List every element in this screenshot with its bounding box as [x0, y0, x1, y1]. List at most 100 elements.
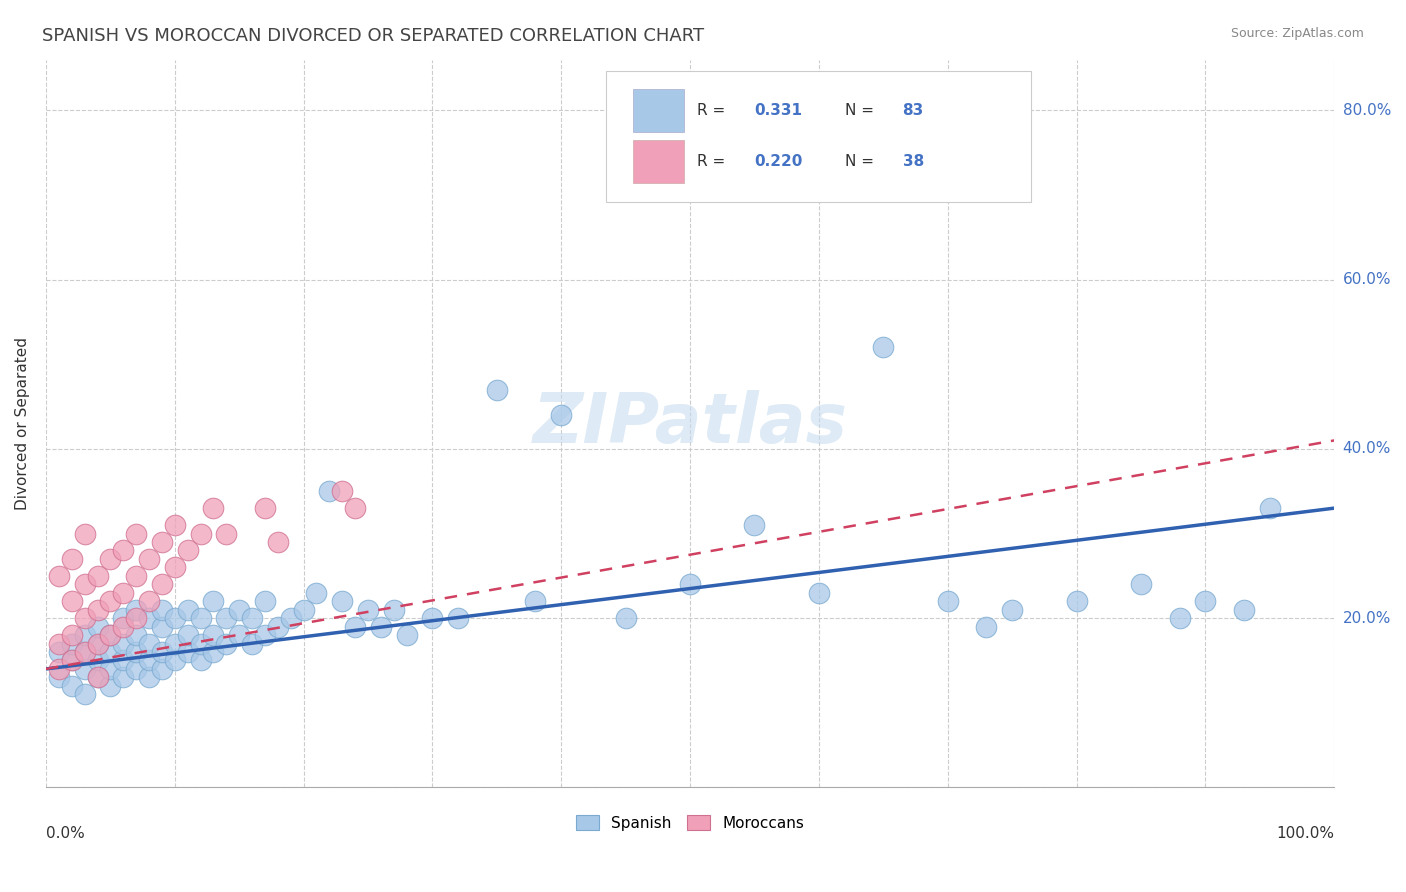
- Point: [73, 628, 96, 642]
- Text: 0.0%: 0.0%: [46, 826, 84, 841]
- Point: [60, 679, 83, 693]
- Point: [150, 577, 173, 591]
- Point: [163, 518, 186, 533]
- Point: [138, 594, 160, 608]
- Point: [330, 594, 353, 608]
- Point: [422, 611, 444, 625]
- Point: [150, 603, 173, 617]
- Point: [344, 620, 367, 634]
- Point: [176, 645, 198, 659]
- Point: [550, 408, 572, 422]
- Text: 20.0%: 20.0%: [1343, 611, 1391, 625]
- Point: [86, 569, 108, 583]
- Point: [344, 501, 367, 516]
- Point: [100, 628, 122, 642]
- Point: [100, 552, 122, 566]
- Point: [60, 653, 83, 667]
- Point: [60, 552, 83, 566]
- Point: [150, 620, 173, 634]
- Point: [60, 636, 83, 650]
- Point: [138, 552, 160, 566]
- Point: [253, 628, 276, 642]
- Text: 100.0%: 100.0%: [1277, 826, 1334, 841]
- Point: [112, 620, 135, 634]
- Point: [86, 653, 108, 667]
- Text: 60.0%: 60.0%: [1343, 272, 1391, 287]
- Y-axis label: Divorced or Separated: Divorced or Separated: [15, 337, 30, 510]
- Point: [524, 594, 547, 608]
- Point: [73, 577, 96, 591]
- Point: [112, 670, 135, 684]
- Point: [176, 543, 198, 558]
- Point: [176, 628, 198, 642]
- Point: [240, 636, 263, 650]
- Point: [73, 611, 96, 625]
- Point: [936, 594, 959, 608]
- Text: 83: 83: [903, 103, 924, 118]
- Point: [125, 628, 148, 642]
- Point: [202, 628, 225, 642]
- Point: [73, 662, 96, 676]
- Point: [280, 611, 302, 625]
- Point: [163, 636, 186, 650]
- Point: [138, 636, 160, 650]
- Point: [73, 526, 96, 541]
- Point: [86, 620, 108, 634]
- Point: [190, 526, 212, 541]
- Point: [60, 594, 83, 608]
- Text: 80.0%: 80.0%: [1343, 103, 1391, 118]
- Point: [240, 611, 263, 625]
- Point: [86, 636, 108, 650]
- Text: Source: ZipAtlas.com: Source: ZipAtlas.com: [1230, 27, 1364, 40]
- Point: [125, 603, 148, 617]
- Point: [138, 653, 160, 667]
- Point: [679, 577, 702, 591]
- Point: [73, 645, 96, 659]
- Point: [125, 611, 148, 625]
- Point: [1168, 611, 1191, 625]
- Point: [1066, 594, 1088, 608]
- Point: [485, 383, 508, 397]
- Point: [190, 636, 212, 650]
- Point: [267, 620, 290, 634]
- Point: [228, 603, 250, 617]
- Point: [395, 628, 418, 642]
- Point: [73, 687, 96, 701]
- Point: [330, 484, 353, 499]
- Point: [382, 603, 405, 617]
- Point: [163, 653, 186, 667]
- Point: [202, 594, 225, 608]
- Point: [86, 670, 108, 684]
- Point: [138, 611, 160, 625]
- Point: [176, 603, 198, 617]
- Point: [190, 611, 212, 625]
- Legend: Spanish, Moroccans: Spanish, Moroccans: [576, 814, 804, 830]
- Point: [305, 586, 328, 600]
- Point: [163, 560, 186, 574]
- Point: [48, 670, 70, 684]
- Point: [976, 620, 998, 634]
- Text: 40.0%: 40.0%: [1343, 442, 1391, 457]
- Point: [228, 628, 250, 642]
- Point: [150, 662, 173, 676]
- Text: ZIPatlas: ZIPatlas: [533, 390, 848, 457]
- Point: [150, 645, 173, 659]
- Point: [125, 645, 148, 659]
- Point: [163, 611, 186, 625]
- Point: [125, 526, 148, 541]
- Text: R =: R =: [696, 103, 730, 118]
- Point: [614, 611, 637, 625]
- Point: [1258, 501, 1281, 516]
- Point: [744, 518, 766, 533]
- Point: [872, 340, 894, 354]
- Point: [215, 526, 238, 541]
- Point: [100, 679, 122, 693]
- Point: [125, 569, 148, 583]
- Text: 0.220: 0.220: [755, 154, 803, 169]
- Text: 0.331: 0.331: [755, 103, 803, 118]
- Text: SPANISH VS MOROCCAN DIVORCED OR SEPARATED CORRELATION CHART: SPANISH VS MOROCCAN DIVORCED OR SEPARATE…: [42, 27, 704, 45]
- Point: [86, 670, 108, 684]
- Point: [112, 653, 135, 667]
- Point: [60, 628, 83, 642]
- Point: [48, 569, 70, 583]
